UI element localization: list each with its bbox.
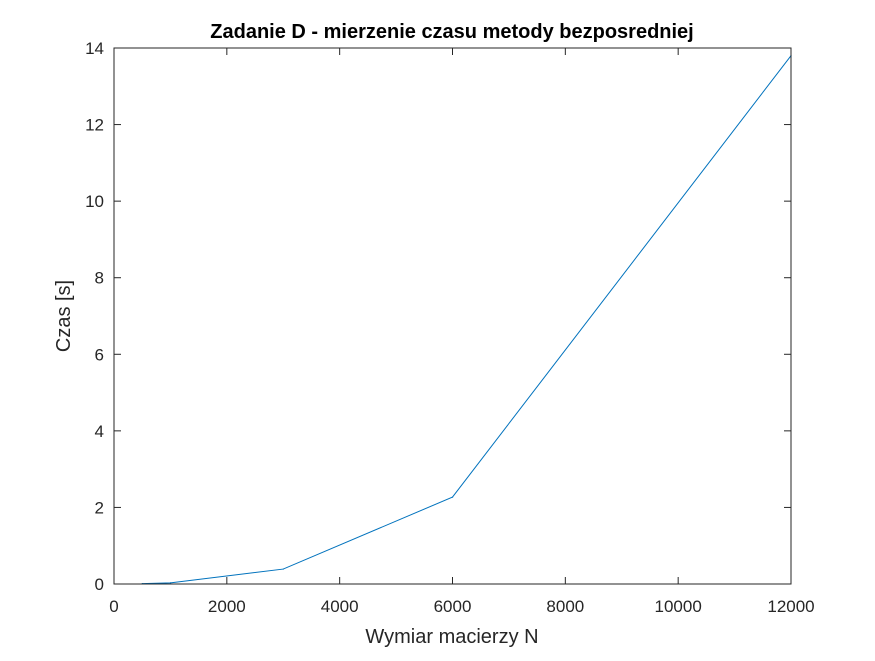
axes-box bbox=[113, 47, 792, 585]
x-tick-label: 4000 bbox=[321, 597, 359, 616]
data-point bbox=[282, 568, 284, 570]
y-tick-label: 2 bbox=[95, 498, 104, 517]
y-tick-label: 10 bbox=[85, 192, 104, 211]
y-tick-label: 8 bbox=[95, 269, 104, 288]
ticks-layer: 0 2000 4000 6000 8000 10000 12000 0 2 4 6 8 10 12 14 bbox=[85, 39, 815, 616]
x-tick-label: 8000 bbox=[546, 597, 584, 616]
y-tick-label: 6 bbox=[95, 345, 104, 364]
x-tick-label: 12000 bbox=[767, 597, 814, 616]
x-tick-label: 6000 bbox=[434, 597, 472, 616]
x-tick-label: 0 bbox=[109, 597, 118, 616]
x-tick-label: 10000 bbox=[655, 597, 702, 616]
y-axis-label: Czas [s] bbox=[53, 280, 75, 352]
y-tick-label: 4 bbox=[95, 422, 104, 441]
x-axis-label: Wymiar macierzy N bbox=[365, 626, 538, 648]
y-tick-label: 0 bbox=[95, 575, 104, 594]
chart-title: Zadanie D - mierzenie czasu metody bezpo… bbox=[210, 21, 693, 43]
data-point bbox=[451, 496, 454, 498]
y-tick-label: 14 bbox=[85, 39, 104, 58]
x-tick-label: 2000 bbox=[208, 597, 246, 616]
plot-area bbox=[114, 48, 791, 584]
y-tick-label: 12 bbox=[85, 116, 104, 135]
data-point bbox=[169, 582, 172, 584]
